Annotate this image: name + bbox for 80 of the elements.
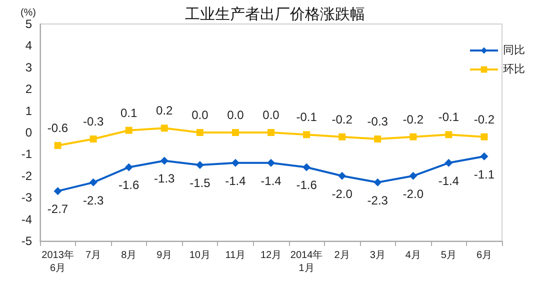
x-tick-label: 12月 — [260, 250, 282, 261]
point — [409, 172, 418, 180]
data-label: -0.1 — [438, 110, 460, 124]
x-tick-label: 3月 — [370, 250, 386, 261]
point — [445, 131, 452, 138]
point — [338, 133, 346, 140]
point — [196, 129, 204, 136]
point — [231, 158, 240, 167]
x-tick-label: 8月 — [121, 250, 137, 261]
y-tick-label: -4 — [21, 212, 32, 226]
x-tick-label: 7月 — [86, 250, 102, 261]
y-tick-label: -3 — [21, 190, 32, 205]
point — [268, 129, 274, 136]
point — [267, 158, 275, 167]
point — [374, 178, 382, 186]
point — [480, 133, 488, 140]
data-label: 0.0 — [192, 108, 209, 122]
data-label: -1.5 — [190, 176, 211, 190]
data-label: -2.3 — [367, 193, 388, 208]
data-label: -0.1 — [296, 110, 318, 124]
point — [303, 131, 310, 138]
x-tick-label: 9月 — [156, 250, 172, 261]
data-label: 0.0 — [262, 108, 280, 122]
data-label: -1.4 — [225, 174, 246, 188]
point — [89, 178, 98, 186]
x-tick-label: 2014年 1月 — [290, 249, 323, 274]
x-tick-label: 6月 — [476, 250, 492, 261]
point — [124, 163, 133, 172]
data-label: -1.4 — [260, 174, 282, 188]
data-label: -2.0 — [332, 186, 353, 201]
y-tick-label: 2 — [25, 82, 32, 96]
point — [480, 152, 488, 160]
data-label: 0.2 — [156, 104, 174, 118]
point — [54, 187, 62, 196]
y-tick-label: -2 — [21, 168, 32, 183]
point — [160, 124, 168, 132]
data-label: -2.0 — [402, 186, 424, 201]
y-tick-label: 0 — [25, 126, 32, 140]
data-label: -1.1 — [474, 167, 495, 182]
data-label: -1.6 — [296, 178, 318, 192]
x-tick-label: 4月 — [405, 250, 421, 261]
data-label: -0.2 — [332, 112, 353, 126]
point — [338, 172, 346, 180]
x-tick-label: 5月 — [440, 250, 456, 261]
y-tick-label: 3 — [25, 60, 32, 74]
y-axis-title: (%) — [20, 8, 36, 18]
y-tick-label: 5 — [25, 17, 32, 31]
data-label: -1.6 — [118, 178, 140, 192]
point — [374, 136, 382, 143]
point — [160, 156, 168, 165]
y-tick-label: 4 — [25, 38, 32, 53]
point — [196, 161, 204, 170]
y-tick-label: 1 — [25, 104, 32, 118]
data-label: -2.7 — [47, 202, 68, 216]
point — [54, 142, 62, 150]
legend-label: 环比 — [503, 62, 525, 76]
data-label: -0.2 — [402, 112, 424, 126]
y-tick-label: -5 — [21, 234, 32, 248]
data-label: -2.3 — [82, 193, 104, 208]
x-tick-label: 10月 — [189, 250, 210, 261]
data-label: -0.6 — [47, 121, 68, 136]
point — [232, 129, 239, 136]
data-label: -1.3 — [154, 172, 176, 186]
data-label: -0.3 — [82, 114, 104, 129]
data-label: -0.3 — [367, 114, 388, 129]
point — [444, 158, 453, 167]
legend-label: 同比 — [503, 44, 525, 56]
y-tick-label: -1 — [21, 147, 32, 162]
point — [410, 133, 417, 140]
chart-title: 工业生产者出厂价格涨跌幅 — [185, 6, 365, 23]
x-tick-label: 11月 — [225, 250, 246, 261]
data-label: 0.0 — [227, 108, 244, 122]
x-tick-label: 2月 — [334, 250, 350, 261]
data-label: -1.4 — [438, 174, 460, 188]
data-label: 0.1 — [120, 106, 138, 120]
point — [90, 136, 97, 143]
point — [125, 126, 132, 134]
x-tick-label: 2013年 6月 — [42, 249, 74, 274]
point — [302, 163, 311, 172]
data-label: -0.2 — [474, 112, 495, 126]
